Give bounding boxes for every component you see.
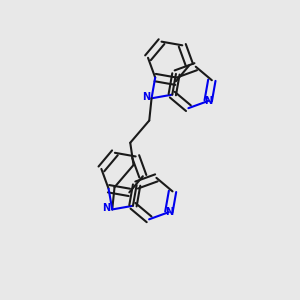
Text: N: N [103,203,111,213]
Text: N: N [204,96,212,106]
Text: N: N [165,207,173,217]
Text: N: N [142,92,150,102]
